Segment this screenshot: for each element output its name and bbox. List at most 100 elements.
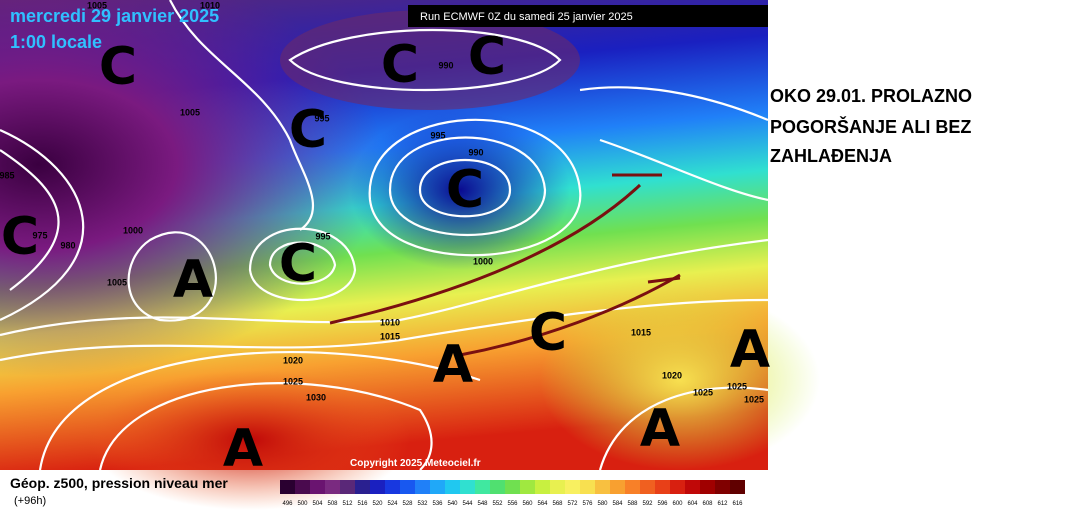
annotation-line: ZAHLAĐENJA xyxy=(770,146,892,166)
scale-label: 508 xyxy=(327,501,338,507)
run-info: Run ECMWF 0Z du samedi 25 janvier 2025 xyxy=(420,11,633,23)
scale-label: 544 xyxy=(462,501,473,507)
scale-label: 592 xyxy=(642,501,653,507)
scale-swatch xyxy=(670,480,685,494)
scale-label: 588 xyxy=(627,501,638,507)
scale-label: 540 xyxy=(447,501,458,507)
scale-swatch xyxy=(685,480,700,494)
scale-swatch xyxy=(325,480,340,494)
scale-label: 500 xyxy=(297,501,308,507)
isobar-label: 1000 xyxy=(473,256,493,266)
annotation-line: POGORŠANJE ALI BEZ xyxy=(770,116,971,137)
scale-swatch xyxy=(625,480,640,494)
legend-title: Géop. z500, pression niveau mer xyxy=(10,475,228,491)
pressure-system: A xyxy=(173,250,213,310)
scale-swatch xyxy=(730,480,745,494)
scale-swatch xyxy=(295,480,310,494)
scale-swatch xyxy=(535,480,550,494)
scale-label: 512 xyxy=(342,501,353,507)
scale-label: 584 xyxy=(612,501,623,507)
pressure-system: C xyxy=(446,160,484,220)
scale-swatch xyxy=(610,480,625,494)
scale-swatch xyxy=(340,480,355,494)
map xyxy=(0,0,820,510)
scale-label: 576 xyxy=(582,501,593,507)
isobar-label: 1020 xyxy=(662,370,682,380)
scale-label: 520 xyxy=(372,501,383,507)
scale-label: 536 xyxy=(432,501,443,507)
time: 1:00 locale xyxy=(10,32,102,52)
scale-swatch xyxy=(715,480,730,494)
scale-label: 616 xyxy=(732,501,743,507)
pressure-system: C xyxy=(529,303,567,363)
scale-label: 524 xyxy=(387,501,398,507)
pressure-system: C xyxy=(468,27,506,87)
pressure-system: C xyxy=(99,37,137,97)
isobar-label: 1025 xyxy=(693,387,713,397)
scale-label: 556 xyxy=(507,501,518,507)
scale-label: 548 xyxy=(477,501,488,507)
isobar-label: 980 xyxy=(60,240,75,250)
scale-label: 600 xyxy=(672,501,683,507)
legend-lead: (+96h) xyxy=(14,495,46,507)
pressure-system: C xyxy=(1,207,39,267)
pressure-system: C xyxy=(279,234,317,294)
pressure-system: A xyxy=(640,399,680,459)
scale-label: 532 xyxy=(417,501,428,507)
scale-label: 568 xyxy=(552,501,563,507)
scale-label: 608 xyxy=(702,501,713,507)
isobar-label: 995 xyxy=(314,113,329,123)
isobar-label: 1005 xyxy=(87,0,107,10)
isobar-label: 975 xyxy=(32,230,47,240)
annotation-line: OKO 29.01. PROLAZNO xyxy=(770,86,972,106)
scale-swatch xyxy=(655,480,670,494)
isobar-label: 985 xyxy=(0,170,15,180)
scale-swatch xyxy=(460,480,475,494)
scale-swatch xyxy=(400,480,415,494)
isobar-label: 1020 xyxy=(283,355,303,365)
scale-label: 504 xyxy=(312,501,323,507)
scale-swatch xyxy=(565,480,580,494)
scale-label: 572 xyxy=(567,501,578,507)
scale-swatch xyxy=(445,480,460,494)
isobar-label: 1000 xyxy=(123,225,143,235)
scale-swatch xyxy=(490,480,505,494)
isobar-label: 1025 xyxy=(727,381,747,391)
scale-label: 496 xyxy=(282,501,293,507)
isobar-label: 1010 xyxy=(380,317,400,327)
pressure-system: A xyxy=(433,335,473,395)
isobar-label: 1025 xyxy=(283,376,303,386)
pressure-system: A xyxy=(730,320,770,380)
isobar-label: 1010 xyxy=(200,0,220,10)
isobar-label: 1015 xyxy=(631,327,651,337)
isobar-label: 990 xyxy=(468,147,483,157)
scale-swatch xyxy=(430,480,445,494)
scale-label: 560 xyxy=(522,501,533,507)
scale-label: 528 xyxy=(402,501,413,507)
pressure-system: C xyxy=(289,100,327,160)
scale-swatch xyxy=(700,480,715,494)
scale-label: 612 xyxy=(717,501,728,507)
scale-swatch xyxy=(385,480,400,494)
isobar-label: 1015 xyxy=(380,331,400,341)
scale-swatch xyxy=(505,480,520,494)
scale-label: 552 xyxy=(492,501,503,507)
scale-swatch xyxy=(550,480,565,494)
isobar-label: 1005 xyxy=(180,107,200,117)
scale-swatch xyxy=(415,480,430,494)
isobar-label: 1030 xyxy=(306,392,326,402)
scale-swatch xyxy=(580,480,595,494)
isobar-label: 995 xyxy=(430,130,445,140)
pressure-system: A xyxy=(223,419,263,479)
isobar-label: 990 xyxy=(438,60,453,70)
scale-swatch xyxy=(310,480,325,494)
scale-label: 516 xyxy=(357,501,368,507)
scale-label: 604 xyxy=(687,501,698,507)
scale-swatch xyxy=(520,480,535,494)
pressure-system: C xyxy=(381,35,419,95)
isobar-label: 1025 xyxy=(744,394,764,404)
scale-swatch xyxy=(640,480,655,494)
scale-label: 596 xyxy=(657,501,668,507)
